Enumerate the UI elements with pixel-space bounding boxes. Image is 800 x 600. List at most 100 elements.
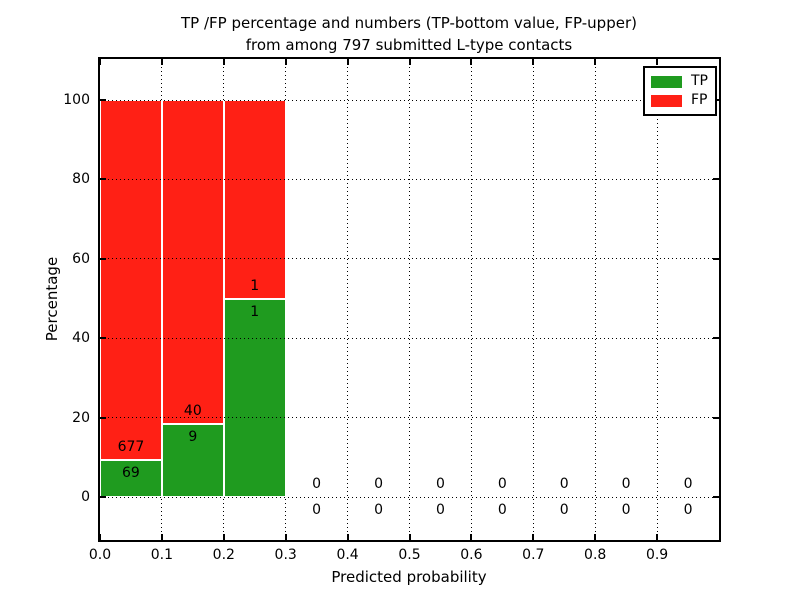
y-tick-mark-left [100,337,106,340]
tp-count-label: 0 [621,502,631,518]
x-tick-label: 0.1 [150,547,174,563]
x-tick-mark-bottom [284,534,287,540]
bar-tp-segment [161,424,224,497]
fp-count-label: 40 [183,403,202,420]
x-tick-label: 0.2 [212,547,235,563]
y-tick-mark-right [713,257,719,260]
chart-title-line1: TP /FP percentage and numbers (TP-bottom… [181,14,637,32]
fp-color-swatch [651,94,682,107]
gridline-vertical [470,59,472,540]
x-tick-label: 0.9 [645,547,669,563]
x-tick-mark-top [656,59,659,65]
y-tick-mark-left [100,257,106,260]
x-axis-label: Predicted probability [331,568,487,586]
x-tick-mark-bottom [656,534,659,540]
legend-item-fp: FP [647,91,713,110]
bar-fp-segment [161,100,224,425]
x-tick-mark-top [284,59,287,65]
gridline-horizontal [100,496,719,498]
legend-item-tp: TP [647,72,713,91]
bar-fp-segment [100,100,162,461]
chart-title: TP /FP percentage and numbers (TP-bottom… [18,12,800,56]
tp-count-label: 0 [497,502,507,518]
fp-count-label: 0 [374,476,383,492]
x-tick-mark-bottom [346,534,349,540]
y-tick-label: 0 [81,489,90,505]
y-tick-mark-right [713,496,719,498]
gridline-vertical [532,59,534,540]
x-tick-mark-bottom [408,534,411,540]
gridline-horizontal [100,258,719,260]
x-tick-label: 0.7 [522,547,545,563]
x-tick-label: 0.5 [398,547,421,563]
gridline-horizontal [100,417,719,419]
y-tick-mark-left [100,178,106,181]
plot-area: TP FP 677 69 40 9 1 1 0 0 0 0 0 0 0 0 0 0 0 0 0 0 [98,57,721,542]
bar-tp-segment [100,460,162,497]
y-tick-label: 40 [72,330,90,347]
gridline-vertical [409,59,410,540]
legend: TP FP [643,66,717,116]
x-tick-mark-bottom [594,534,597,540]
x-tick-label: 0.3 [274,547,297,563]
y-tick-label: 20 [72,409,90,426]
x-tick-mark-top [160,59,163,65]
fp-count-label: 0 [497,476,507,492]
fp-count-label: 1 [250,277,260,294]
bar-tp-segment [223,298,286,497]
tp-count-label: 0 [312,502,322,518]
x-tick-mark-top [408,59,411,65]
tp-count-label: 0 [559,502,569,518]
x-tick-label: 0.4 [336,547,359,563]
fp-count-label: 0 [683,476,693,492]
y-tick-label: 100 [63,92,90,108]
x-tick-label: 0.8 [584,547,607,563]
x-tick-mark-top [532,59,535,65]
gridline-vertical [656,59,658,540]
y-tick-mark-right [713,178,719,181]
gridline-vertical [285,59,287,540]
tp-count-label: 0 [683,502,693,518]
tp-count-label: 69 [122,465,140,482]
y-tick-mark-left [100,99,106,101]
y-tick-mark-left [100,496,106,498]
y-tick-mark-right [713,416,719,419]
gridline-horizontal [100,337,719,339]
legend-label-tp: TP [691,73,708,89]
tp-count-label: 0 [435,502,445,518]
fp-count-label: 0 [621,476,631,492]
gridline-horizontal [100,178,719,180]
legend-label-fp: FP [691,92,708,108]
x-tick-mark-top [346,59,349,65]
x-tick-mark-top [470,59,473,65]
y-tick-mark-right [713,337,719,340]
x-tick-mark-bottom [470,534,473,540]
x-tick-mark-bottom [532,534,535,540]
x-tick-label: 0.0 [88,547,112,563]
fp-count-label: 677 [117,439,145,456]
x-tick-mark-top [99,59,101,65]
x-tick-mark-top [594,59,597,65]
y-axis-label: Percentage [43,256,61,342]
fp-count-label: 0 [312,476,322,492]
y-tick-label: 60 [72,250,90,267]
bar-fp-segment [223,100,286,299]
tp-count-label: 9 [188,429,198,446]
tp-color-swatch [651,75,682,88]
chart-title-line2: from among 797 submitted L-type contacts [245,36,573,54]
gridline-vertical [594,59,596,540]
x-tick-mark-bottom [160,534,163,540]
x-tick-mark-bottom [99,534,101,540]
x-tick-mark-bottom [222,534,225,540]
gridline-vertical [347,59,349,540]
tp-count-label: 1 [250,303,260,320]
fp-count-label: 0 [559,476,569,492]
y-tick-label: 80 [72,171,90,188]
y-tick-mark-left [100,416,106,419]
tp-count-label: 0 [374,502,383,518]
x-tick-label: 0.6 [460,547,483,563]
fp-count-label: 0 [435,476,445,492]
gridline-horizontal [100,99,719,101]
x-tick-mark-top [222,59,225,65]
